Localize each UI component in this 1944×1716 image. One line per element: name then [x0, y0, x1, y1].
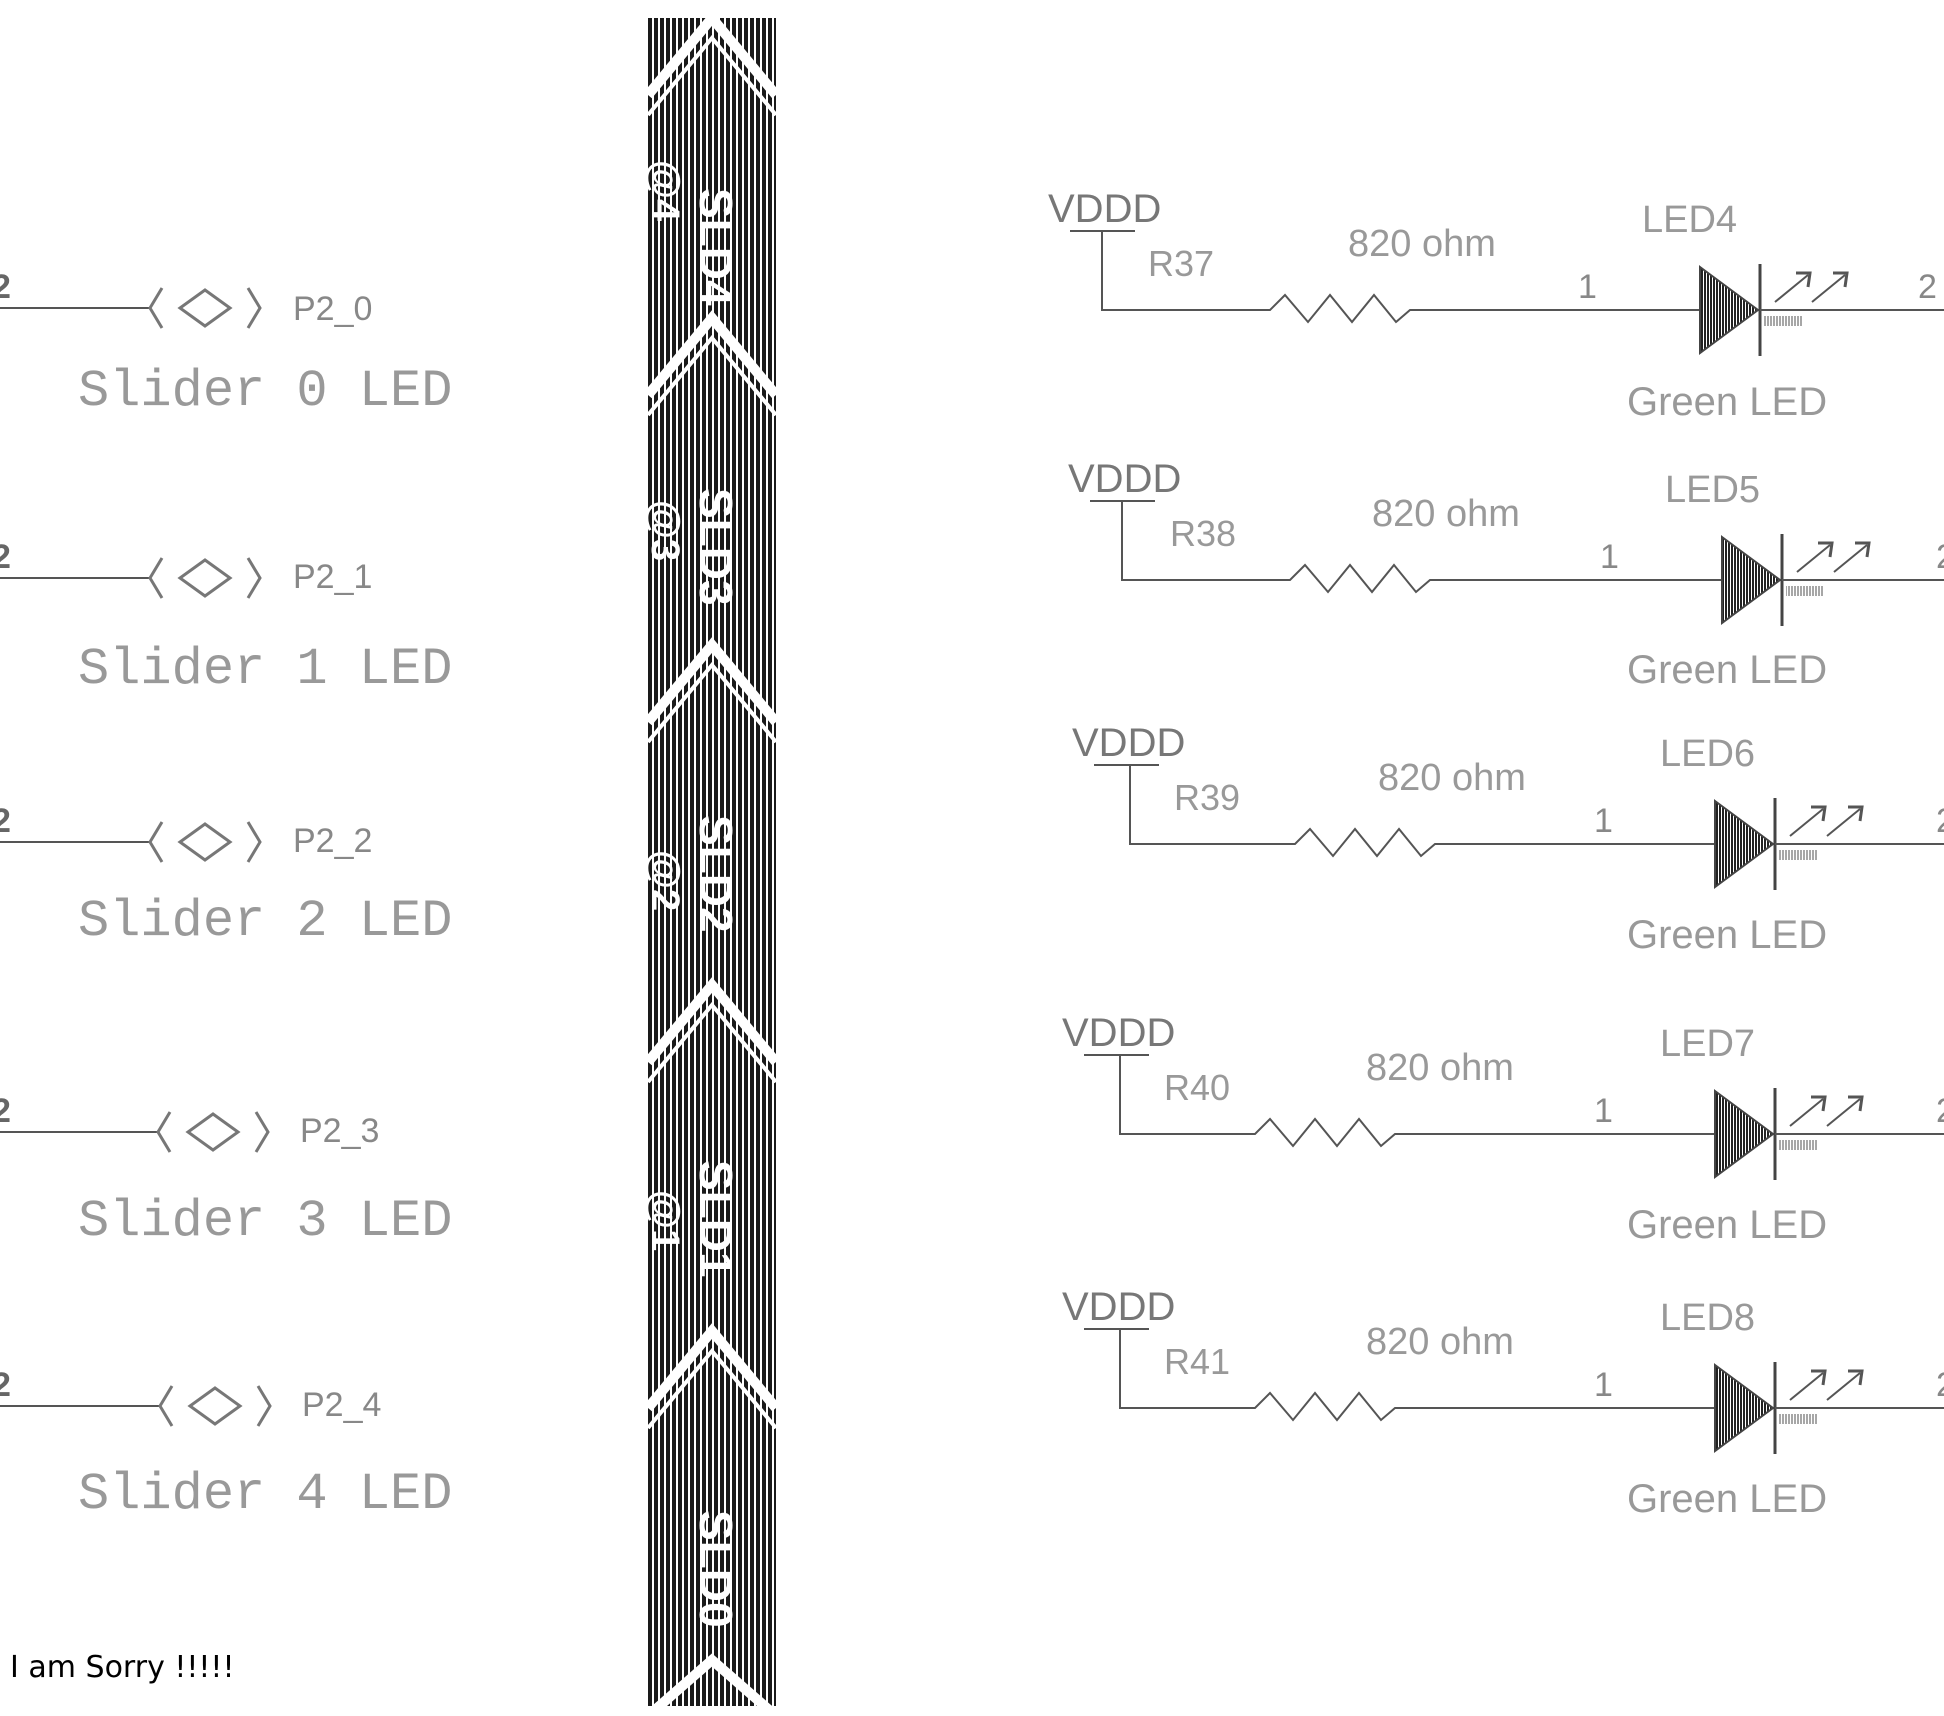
- port-connector-symbol: [148, 557, 262, 599]
- strip-label: SLD4: [690, 188, 742, 306]
- pin-number: 2: [0, 802, 11, 840]
- led-label: LED7: [1660, 1023, 1755, 1065]
- strip-label: SLD2: [690, 815, 742, 933]
- slider-connection: 2 P2_1 Slider 1 LED: [0, 538, 452, 699]
- slider-caption: Slider 0 LED: [78, 362, 452, 421]
- supply-label: VDDD: [1062, 1285, 1175, 1329]
- slider-caption: Slider 1 LED: [78, 640, 452, 699]
- resistance-label: 820 ohm: [1372, 493, 1520, 535]
- strip-sublabel: @3: [643, 500, 687, 561]
- pin2-label: 2: [1936, 802, 1944, 840]
- supply-label: VDDD: [1048, 187, 1161, 231]
- strip-sublabel: @1: [643, 1190, 687, 1251]
- footer-note: I am Sorry !!!!!: [10, 1650, 235, 1685]
- led-circuit: VDDD R37 820 ohm LED4 1 2 Green LED: [1048, 187, 1944, 424]
- slider-caption: Slider 3 LED: [78, 1192, 452, 1251]
- resistor-label: R38: [1170, 513, 1236, 554]
- supply-label: VDDD: [1062, 1011, 1175, 1055]
- pin-number: 2: [0, 268, 11, 306]
- pin2-label: 2: [1936, 1092, 1944, 1130]
- led-circuit: VDDD R40 820 ohm LED7 1 2 Green LED: [1062, 1011, 1944, 1247]
- resistance-label: 820 ohm: [1366, 1321, 1514, 1363]
- port-label: P2_4: [302, 1386, 381, 1424]
- resistor-label: R39: [1174, 777, 1240, 818]
- pin1-label: 1: [1594, 1366, 1613, 1404]
- led-label: LED8: [1660, 1297, 1755, 1339]
- strip-sublabel: @4: [643, 160, 687, 222]
- pin1-label: 1: [1578, 268, 1597, 306]
- pin1-label: 1: [1594, 802, 1613, 840]
- pin-number: 2: [0, 1092, 11, 1130]
- chevron-marks: [644, 10, 780, 1716]
- port-connector-symbol: [158, 1385, 272, 1427]
- resistor-label: R40: [1164, 1067, 1230, 1108]
- strip-label-group: SLD4 @4 SLD3 @3 SLD2 @2 SLD1 @1 SLD0: [643, 160, 742, 1628]
- pin2-label: 2: [1918, 268, 1937, 306]
- resistance-label: 820 ohm: [1348, 223, 1496, 265]
- slider-connection: 2 P2_2 Slider 2 LED: [0, 802, 452, 951]
- led-type-label: Green LED: [1627, 648, 1827, 692]
- led-circuit: VDDD R38 820 ohm LED5 1 2 Green LED: [1068, 457, 1944, 692]
- resistance-label: 820 ohm: [1366, 1047, 1514, 1089]
- resistor-wire: [1129, 765, 1715, 858]
- slider-caption: Slider 4 LED: [78, 1465, 452, 1524]
- strip-background: [648, 18, 776, 1706]
- strip-label: SLD0: [690, 1510, 742, 1628]
- port-label: P2_0: [293, 290, 372, 328]
- pin2-label: 2: [1936, 1366, 1944, 1404]
- resistor-label: R41: [1164, 1341, 1230, 1382]
- led-type-label: Green LED: [1627, 1203, 1827, 1247]
- right-panel: VDDD R37 820 ohm LED4 1 2 Green LED VDDD: [1048, 187, 1944, 1521]
- slider-connection: 2 P2_3 Slider 3 LED: [0, 1092, 452, 1251]
- led-diode-icon: [1721, 534, 1871, 626]
- resistor-wire: [1119, 1055, 1715, 1148]
- led-circuit: VDDD R41 820 ohm LED8 1 2 Green LED: [1062, 1285, 1944, 1521]
- slider-caption: Slider 2 LED: [78, 892, 452, 951]
- port-label: P2_2: [293, 822, 372, 860]
- left-panel: 2 P2_0 Slider 0 LED 2 P2_1 Slider 1 LED: [0, 268, 452, 1524]
- led-type-label: Green LED: [1627, 1477, 1827, 1521]
- resistor-wire: [1121, 501, 1722, 594]
- port-label: P2_1: [293, 558, 372, 596]
- resistance-label: 820 ohm: [1378, 757, 1526, 799]
- strip-label: SLD3: [690, 488, 742, 606]
- slider-connection: 2 P2_0 Slider 0 LED: [0, 268, 452, 421]
- led-label: LED6: [1660, 733, 1755, 775]
- pin1-label: 1: [1594, 1092, 1613, 1130]
- supply-label: VDDD: [1068, 457, 1181, 501]
- slider-connection: 2 P2_4 Slider 4 LED: [0, 1366, 452, 1524]
- supply-label: VDDD: [1072, 721, 1185, 765]
- resistor-wire: [1101, 231, 1700, 324]
- led-type-label: Green LED: [1627, 380, 1827, 424]
- strip-sublabel: @2: [643, 850, 687, 911]
- pin1-label: 1: [1600, 538, 1619, 576]
- pin2-label: 2: [1936, 538, 1944, 576]
- strip-label: SLD1: [690, 1160, 742, 1278]
- port-connector-symbol: [148, 821, 262, 863]
- port-connector-symbol: [148, 287, 262, 329]
- led-circuit: VDDD R39 820 ohm LED6 1 2 Green LED: [1072, 721, 1944, 957]
- port-label: P2_3: [300, 1112, 379, 1150]
- led-type-label: Green LED: [1627, 913, 1827, 957]
- resistor-wire: [1119, 1329, 1715, 1422]
- led-diode-icon: [1714, 1088, 1864, 1180]
- port-connector-symbol: [156, 1111, 270, 1153]
- pin-number: 2: [0, 538, 11, 576]
- pin-number: 2: [0, 1366, 11, 1404]
- led-label: LED5: [1665, 469, 1760, 511]
- led-label: LED4: [1642, 199, 1737, 241]
- slider-strip: SLD4 @4 SLD3 @3 SLD2 @2 SLD1 @1 SLD0: [643, 10, 780, 1716]
- resistor-label: R37: [1148, 243, 1214, 284]
